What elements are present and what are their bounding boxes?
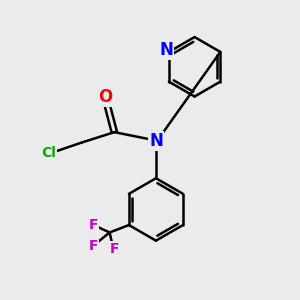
Text: Cl: Cl [41,146,56,160]
Text: O: O [98,88,112,106]
Text: F: F [88,239,98,253]
Text: F: F [109,242,119,256]
Text: N: N [149,132,163,150]
Text: N: N [160,41,173,59]
Text: F: F [88,218,98,232]
